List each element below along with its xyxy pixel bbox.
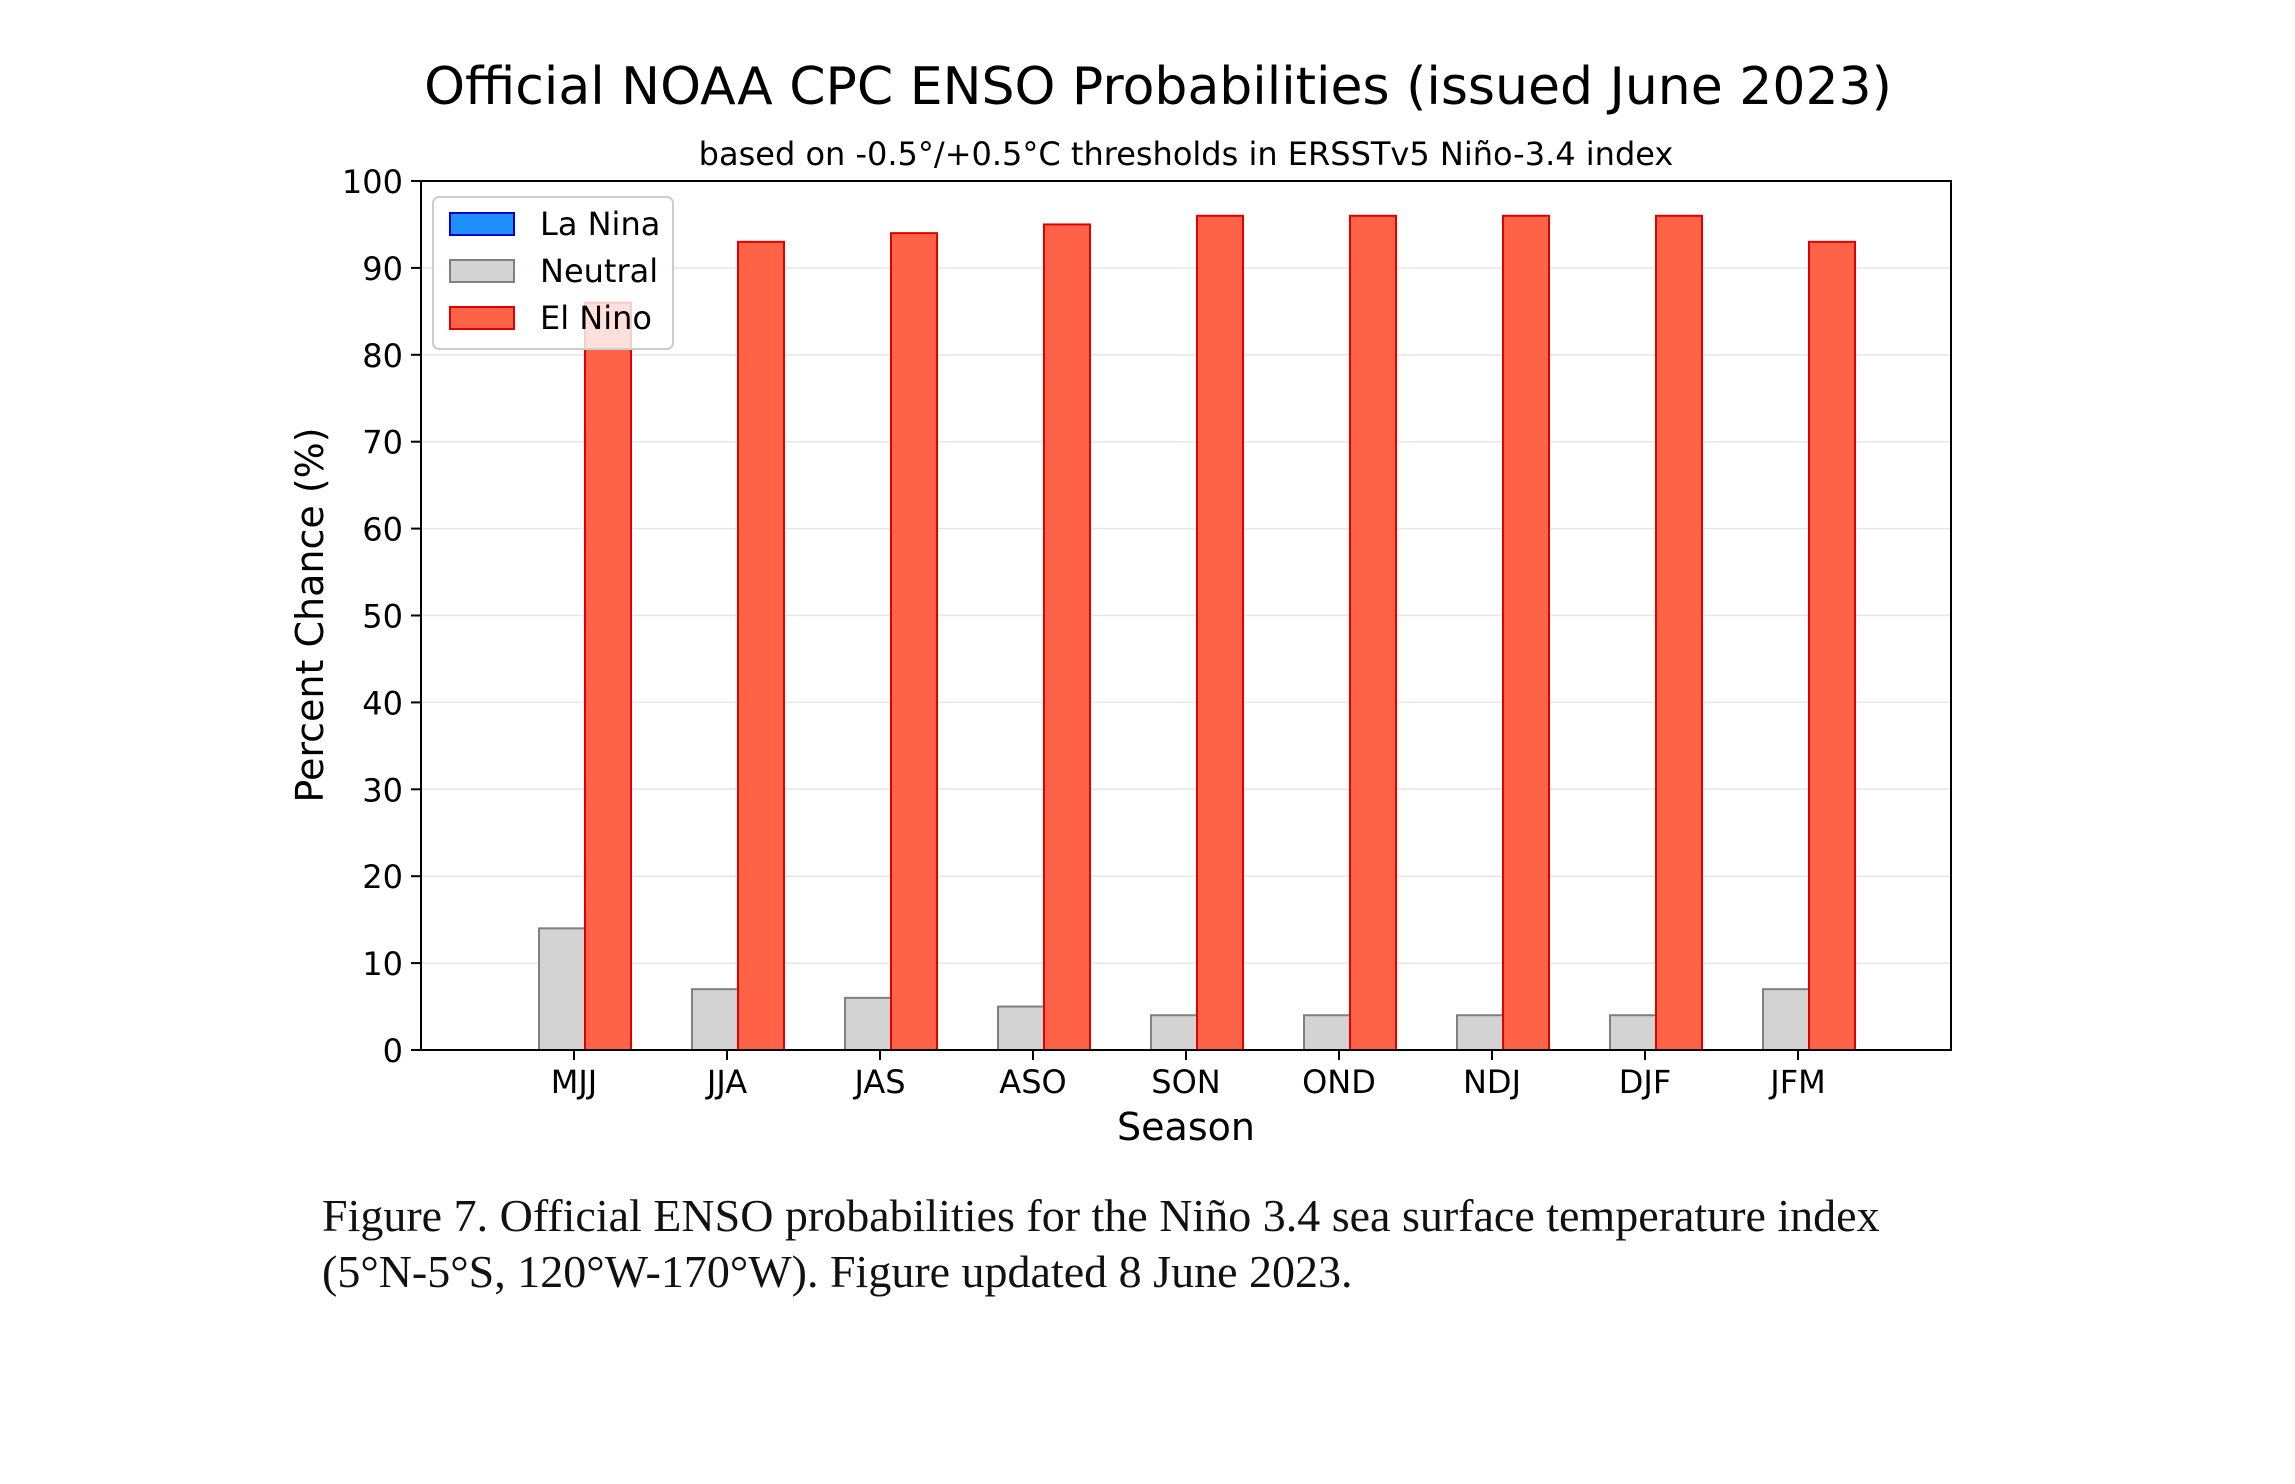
bar-neutral-mjj (538, 927, 586, 1052)
y-axis-ticks: 0 10 20 30 40 50 60 70 80 90 100 (342, 163, 421, 1070)
x-axis-label: Season (1117, 1105, 1255, 1149)
x-tick-label: OND (1302, 1063, 1376, 1101)
x-tick-label: JFM (1768, 1063, 1825, 1101)
grid-lines (421, 267, 1951, 964)
y-tick-label: 70 (362, 424, 403, 462)
bar-el-nino-ndj (1502, 214, 1550, 1051)
x-tick-label: ASO (999, 1063, 1066, 1101)
bar-el-nino-son (1196, 214, 1244, 1051)
x-tick-label: SON (1151, 1063, 1220, 1101)
caption-line-2: (5°N-5°S, 120°W-170°W). Figure updated 8… (322, 1246, 1353, 1297)
y-tick-label: 40 (362, 684, 403, 722)
y-tick-label: 10 (362, 945, 403, 983)
bar-el-nino-jfm (1808, 240, 1856, 1051)
bar-neutral-son (1150, 1014, 1198, 1051)
bar-neutral-jas (844, 996, 892, 1051)
chart-legend: La Nina Neutral El Nino (432, 196, 674, 350)
y-axis-label: Percent Chance (%) (288, 427, 332, 802)
legend-label-la-nina: La Nina (540, 205, 660, 243)
bar-el-nino-ond (1349, 214, 1397, 1051)
bar-el-nino-jja (737, 240, 785, 1051)
bar-neutral-djf (1609, 1014, 1657, 1051)
x-axis-ticks: MJJ JJA JAS ASO SON OND NDJ DJF JFM (551, 1050, 1826, 1101)
chart-subtitle: based on -0.5°/+0.5°C thresholds in ERSS… (699, 135, 1674, 173)
x-tick-label: JJA (705, 1063, 747, 1101)
bar-neutral-ond (1303, 1014, 1351, 1051)
y-tick-label: 100 (342, 163, 403, 201)
y-tick-label: 50 (362, 598, 403, 636)
x-tick-label: MJJ (551, 1063, 597, 1101)
legend-swatch-el-nino (449, 306, 515, 330)
y-tick-label: 90 (362, 250, 403, 288)
bar-neutral-ndj (1456, 1014, 1504, 1051)
y-tick-label: 30 (362, 771, 403, 809)
bar-neutral-aso (997, 1005, 1045, 1051)
caption-line-1: Figure 7. Official ENSO probabilities fo… (322, 1190, 1880, 1241)
y-tick-label: 20 (362, 858, 403, 896)
y-tick-label: 60 (362, 511, 403, 549)
legend-swatch-neutral (449, 259, 515, 283)
legend-label-neutral: Neutral (540, 252, 658, 290)
bar-el-nino-mjj (584, 301, 632, 1052)
y-tick-label: 0 (383, 1032, 403, 1070)
x-tick-label: JAS (852, 1063, 905, 1101)
chart-title: Official NOAA CPC ENSO Probabilities (is… (424, 57, 1892, 117)
y-tick-label: 80 (362, 337, 403, 375)
bar-el-nino-jas (890, 232, 938, 1051)
bar-group (538, 214, 1856, 1052)
figure-caption: Figure 7. Official ENSO probabilities fo… (322, 1188, 2152, 1300)
legend-swatch-la-nina (449, 212, 515, 236)
bar-neutral-jja (691, 988, 739, 1051)
x-tick-label: DJF (1619, 1063, 1671, 1101)
x-tick-label: NDJ (1463, 1063, 1521, 1101)
bar-el-nino-aso (1043, 223, 1091, 1051)
legend-label-el-nino: El Nino (540, 299, 652, 337)
bar-neutral-jfm (1762, 988, 1810, 1051)
bar-el-nino-djf (1655, 214, 1703, 1051)
